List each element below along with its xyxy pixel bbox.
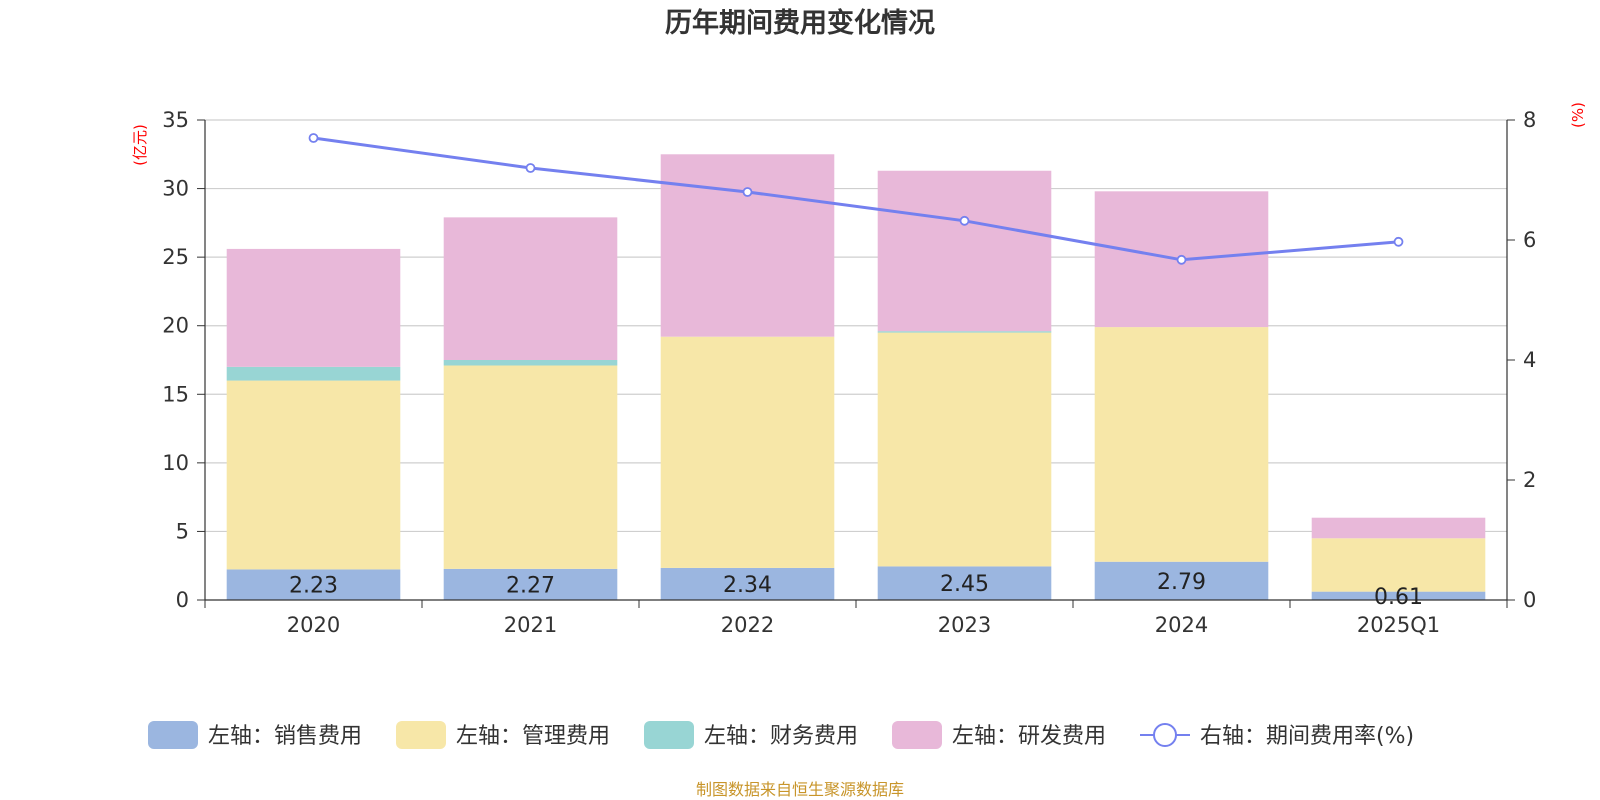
chart-title: 历年期间费用变化情况 <box>665 7 935 39</box>
bar-segment <box>226 366 401 381</box>
x-axis-tick-label: 2024 <box>1155 613 1208 637</box>
left-axis-unit: (亿元) <box>131 124 149 166</box>
legend-label: 左轴：管理费用 <box>456 724 610 749</box>
bar-data-label: 2.45 <box>940 572 989 597</box>
bar-segment <box>1311 591 1486 600</box>
bar-segment <box>1311 517 1486 539</box>
rate-line-point <box>1393 236 1404 247</box>
bar-data-label: 2.27 <box>506 573 555 598</box>
legend-label: 右轴：期间费用率(%) <box>1200 724 1414 749</box>
left-axis-tick-label: 5 <box>176 519 189 543</box>
bar-segment <box>1094 561 1269 600</box>
x-axis-tick-label: 2022 <box>721 613 774 637</box>
x-axis-tick-label: 2020 <box>287 613 340 637</box>
rate-line-point <box>525 163 536 173</box>
legend-marker-icon <box>1153 723 1177 747</box>
left-axis-tick-label: 10 <box>162 451 189 475</box>
bar-segment <box>226 248 401 367</box>
bar-segment <box>226 569 401 600</box>
bar-segment <box>443 217 618 360</box>
rate-line-point <box>742 187 753 197</box>
bar-data-label: 2.34 <box>723 573 772 598</box>
left-axis-tick-label: 25 <box>162 245 189 269</box>
bar-segment <box>877 566 1052 600</box>
left-axis-tick-label: 20 <box>162 314 189 338</box>
legend-label: 左轴：财务费用 <box>704 724 858 749</box>
right-axis-tick-label: 0 <box>1523 588 1536 612</box>
bar-segment <box>1094 327 1269 562</box>
legend-label: 左轴：研发费用 <box>952 724 1106 749</box>
x-axis-tick-label: 2021 <box>504 613 557 637</box>
source-note: 制图数据来自恒生聚源数据库 <box>696 780 904 799</box>
right-axis-unit: (%) <box>1569 102 1587 128</box>
legend-swatch <box>148 721 198 749</box>
bar-segment <box>877 332 1052 567</box>
bars <box>226 154 1486 600</box>
bar-segment <box>660 154 835 337</box>
left-axis-tick-label: 15 <box>162 382 189 406</box>
legend-swatch <box>396 721 446 749</box>
grid-lines <box>205 119 1507 533</box>
legend-swatch <box>644 721 694 749</box>
left-axis-tick-label: 30 <box>162 177 189 201</box>
rate-line <box>308 133 1404 265</box>
bar-data-label: 0.61 <box>1374 585 1423 610</box>
legend-label: 左轴：销售费用 <box>208 724 362 749</box>
left-axis-tick-label: 35 <box>162 108 189 132</box>
bar-segment <box>660 567 835 600</box>
bar-segment <box>443 365 618 569</box>
bar-segment <box>443 568 618 600</box>
bar-data-label: 2.23 <box>289 574 338 599</box>
axes: 0 5 10 15 20 25 30 35 0 2 4 6 8 2020 2021 2022 2023 2024 2… <box>162 108 1536 637</box>
right-axis-tick-label: 6 <box>1523 228 1536 252</box>
right-axis-tick-label: 4 <box>1523 348 1536 372</box>
rate-line-point <box>308 133 319 143</box>
rate-line-point <box>959 215 970 226</box>
rate-line-point <box>1176 254 1187 265</box>
bar-segment <box>1311 538 1486 592</box>
right-axis-tick-label: 2 <box>1523 468 1536 492</box>
bar-segment <box>226 380 401 570</box>
x-axis-tick-label: 2025Q1 <box>1357 613 1440 637</box>
rate-line-path <box>313 136 1399 262</box>
bar-segment <box>877 331 1052 333</box>
legend-swatch <box>892 721 942 749</box>
bar-segment <box>877 170 1052 332</box>
bar-segment <box>660 336 835 568</box>
x-axis-tick-label: 2023 <box>938 613 991 637</box>
bar-data-label: 2.79 <box>1157 570 1206 595</box>
legend: 左轴：销售费用 左轴：管理费用 左轴：财务费用 左轴：研发费用 右轴：期间费用率(%) <box>148 721 1414 749</box>
right-axis-tick-label: 8 <box>1523 108 1536 132</box>
bar-segment <box>443 360 618 366</box>
data-labels: 2.23 2.27 2.34 2.45 2.79 0.61 <box>289 570 1423 610</box>
left-axis-tick-label: 0 <box>176 588 189 612</box>
